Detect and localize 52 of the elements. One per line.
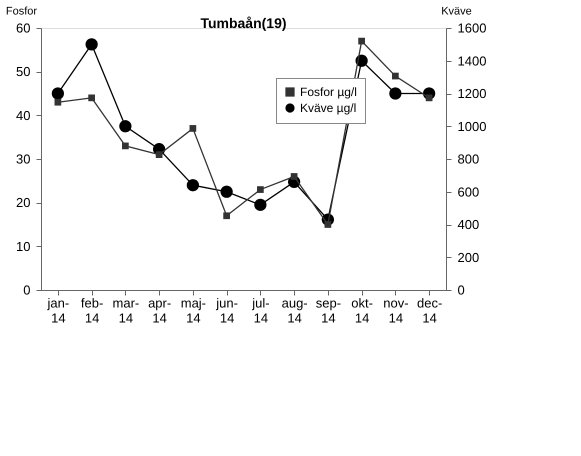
legend-label: Kväve µg/l: [300, 101, 356, 115]
point: [86, 38, 98, 50]
y-tick-label: 0: [23, 282, 30, 298]
x-tick-label: jan-14: [46, 296, 70, 326]
y-tick-label: 50: [16, 64, 30, 80]
y2-tick-label: 200: [458, 250, 480, 265]
point: [119, 120, 132, 132]
point: [389, 87, 402, 100]
x-tick-label: apr-14: [148, 296, 172, 326]
y2-tick-label: 600: [458, 184, 480, 200]
point: [88, 94, 95, 102]
point: [324, 221, 332, 228]
point: [190, 125, 196, 132]
chart-title: Tumbaån(19): [200, 15, 287, 31]
x-tick-label: okt-14: [351, 296, 373, 326]
y2-tick-label: 0: [458, 282, 465, 298]
y-tick-label: 10: [16, 238, 30, 254]
point: [392, 72, 399, 80]
y-tick-label: 20: [16, 195, 30, 210]
point: [220, 186, 233, 198]
x-tick-label: maj-14: [180, 296, 206, 326]
x-tick-label: feb-14: [80, 296, 104, 326]
point: [54, 98, 62, 106]
point: [257, 186, 264, 193]
y2-tick-label: 1400: [458, 53, 486, 68]
y-tick-label: 60: [16, 20, 30, 36]
point: [426, 94, 432, 102]
y-tick-label: 30: [16, 152, 30, 166]
x-tick-label: jul-14: [251, 296, 270, 326]
y2-tick-label: 1200: [458, 86, 486, 101]
x-tick-label: nov-14: [383, 296, 409, 326]
x-tick-label: mar-14: [112, 296, 140, 326]
y-axis-title: Fosfor: [6, 6, 38, 18]
x-tick-label: dec-14: [416, 296, 442, 326]
y2-tick-label: 800: [458, 152, 480, 166]
point: [223, 212, 230, 220]
point: [358, 38, 365, 44]
y2-tick-label: 400: [458, 217, 480, 232]
y-tick-label: 40: [16, 108, 30, 123]
point: [156, 151, 162, 158]
x-tick-label: jun-14: [215, 296, 238, 326]
point: [290, 173, 298, 180]
point: [52, 87, 64, 100]
point: [186, 179, 199, 192]
y2-axis-title: Kväve: [441, 6, 472, 18]
point: [254, 198, 266, 211]
point: [122, 142, 129, 150]
x-tick-label: aug-14: [282, 296, 308, 326]
x-tick-label: sep-14: [316, 296, 342, 326]
y2-tick-label: 1600: [458, 20, 486, 36]
legend-label: Fosfor µg/l: [300, 85, 357, 99]
y2-tick-label: 1000: [458, 118, 486, 134]
